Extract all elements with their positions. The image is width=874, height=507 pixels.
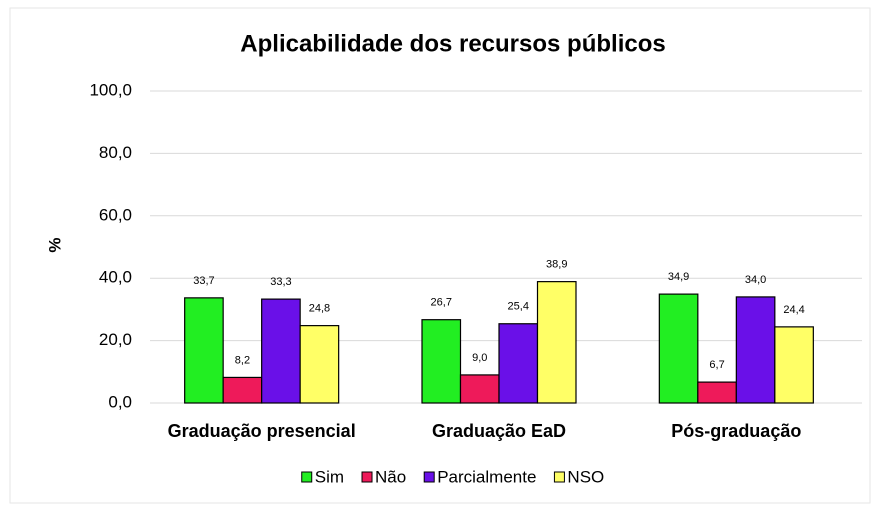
y-axis-label: % bbox=[45, 237, 64, 252]
bar bbox=[735, 296, 776, 404]
bar bbox=[536, 281, 577, 404]
x-tick-label: Graduação presencial bbox=[168, 421, 356, 441]
data-label: 34,9 bbox=[668, 271, 689, 283]
y-tick-label: 40,0 bbox=[99, 268, 132, 287]
y-tick-label: 100,0 bbox=[89, 80, 132, 99]
y-tick-label: 20,0 bbox=[99, 330, 132, 349]
y-tick-label: 80,0 bbox=[99, 143, 132, 162]
data-label: 33,7 bbox=[193, 275, 214, 287]
bar bbox=[774, 326, 814, 404]
data-label: 33,3 bbox=[270, 276, 291, 288]
data-label: 25,4 bbox=[508, 301, 529, 313]
data-label: 8,2 bbox=[235, 354, 250, 366]
data-label: 38,9 bbox=[546, 259, 567, 271]
bar bbox=[222, 376, 263, 404]
data-label: 24,4 bbox=[783, 304, 804, 316]
y-tick-label: 0,0 bbox=[108, 392, 132, 411]
data-label: 26,7 bbox=[431, 297, 452, 309]
x-tick-label: Pós-graduação bbox=[671, 421, 801, 441]
data-label: 34,0 bbox=[745, 274, 766, 286]
legend-swatch bbox=[301, 471, 313, 483]
chart-title: Aplicabilidade dos recursos públicos bbox=[240, 30, 665, 57]
legend-label: Sim bbox=[315, 467, 344, 486]
legend-swatch bbox=[423, 471, 435, 483]
legend-label: Não bbox=[375, 467, 406, 486]
bar bbox=[498, 323, 539, 404]
legend-label: Parcialmente bbox=[437, 467, 536, 486]
bar bbox=[658, 293, 699, 404]
data-label: 9,0 bbox=[472, 352, 487, 364]
bar bbox=[299, 325, 340, 404]
bar bbox=[459, 374, 500, 404]
legend-swatch bbox=[361, 471, 373, 483]
bar bbox=[261, 298, 301, 404]
legend-label: NSO bbox=[567, 467, 604, 486]
legend-swatch bbox=[553, 471, 565, 483]
data-label: 6,7 bbox=[709, 359, 724, 371]
data-label: 24,8 bbox=[309, 303, 330, 315]
y-tick-label: 60,0 bbox=[99, 205, 132, 224]
bar bbox=[421, 319, 462, 404]
bar bbox=[697, 381, 737, 404]
bar bbox=[184, 297, 224, 404]
x-tick-label: Graduação EaD bbox=[432, 421, 566, 441]
